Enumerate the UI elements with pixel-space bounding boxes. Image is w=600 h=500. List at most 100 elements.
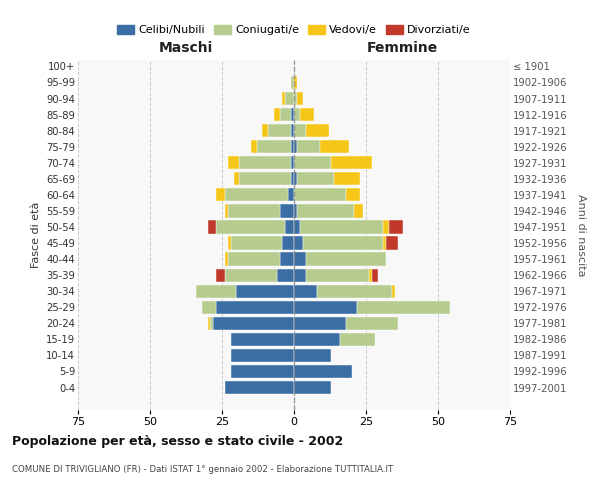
Bar	[230, 365, 294, 378]
Bar	[208, 316, 211, 330]
Text: Femmine: Femmine	[367, 41, 437, 55]
Bar	[216, 268, 225, 281]
Text: COMUNE DI TRIVIGLIANO (FR) - Dati ISTAT 1° gennaio 2002 - Elaborazione TUTTITALI: COMUNE DI TRIVIGLIANO (FR) - Dati ISTAT …	[12, 465, 393, 474]
Bar	[294, 220, 300, 234]
Bar	[216, 220, 286, 234]
Bar	[294, 76, 297, 89]
Bar	[294, 381, 331, 394]
Bar	[216, 300, 294, 314]
Bar	[291, 140, 294, 153]
Bar	[230, 236, 283, 250]
Bar	[294, 284, 317, 298]
Bar	[334, 172, 360, 186]
Bar	[302, 236, 383, 250]
Bar	[346, 316, 398, 330]
Bar	[294, 365, 352, 378]
Bar	[268, 124, 291, 137]
Bar	[228, 252, 280, 266]
Bar	[294, 156, 331, 170]
Bar	[208, 220, 216, 234]
Bar	[294, 252, 305, 266]
Bar	[239, 172, 291, 186]
Bar	[300, 108, 314, 121]
Bar	[297, 140, 320, 153]
Bar	[283, 92, 286, 105]
Legend: Celibi/Nubili, Coniugati/e, Vedovi/e, Divorziati/e: Celibi/Nubili, Coniugati/e, Vedovi/e, Di…	[113, 20, 475, 40]
Bar	[383, 236, 386, 250]
Bar	[294, 140, 297, 153]
Bar	[196, 284, 236, 298]
Bar	[286, 220, 294, 234]
Bar	[340, 333, 374, 346]
Bar	[262, 124, 268, 137]
Bar	[280, 204, 294, 218]
Bar	[294, 172, 297, 186]
Bar	[294, 300, 358, 314]
Bar	[288, 188, 294, 202]
Bar	[291, 172, 294, 186]
Bar	[228, 204, 280, 218]
Bar	[225, 268, 277, 281]
Bar	[392, 284, 395, 298]
Bar	[320, 140, 349, 153]
Bar	[355, 204, 363, 218]
Bar	[228, 156, 239, 170]
Bar	[274, 108, 280, 121]
Bar	[294, 124, 305, 137]
Bar	[331, 156, 372, 170]
Bar	[286, 92, 294, 105]
Bar	[294, 333, 340, 346]
Bar	[294, 349, 331, 362]
Bar	[305, 124, 329, 137]
Y-axis label: Fasce di età: Fasce di età	[31, 202, 41, 268]
Bar	[291, 124, 294, 137]
Bar	[372, 268, 377, 281]
Text: Popolazione per età, sesso e stato civile - 2002: Popolazione per età, sesso e stato civil…	[12, 435, 343, 448]
Bar	[358, 300, 449, 314]
Bar	[216, 188, 225, 202]
Bar	[297, 92, 302, 105]
Bar	[291, 76, 294, 89]
Bar	[317, 284, 392, 298]
Bar	[294, 268, 305, 281]
Bar	[202, 300, 216, 314]
Bar	[233, 172, 239, 186]
Bar	[280, 252, 294, 266]
Bar	[389, 220, 403, 234]
Bar	[251, 140, 257, 153]
Y-axis label: Anni di nascita: Anni di nascita	[576, 194, 586, 276]
Bar	[294, 92, 297, 105]
Bar	[280, 108, 291, 121]
Bar	[291, 156, 294, 170]
Bar	[277, 268, 294, 281]
Bar	[297, 204, 355, 218]
Bar	[225, 252, 228, 266]
Bar	[225, 381, 294, 394]
Bar	[283, 236, 294, 250]
Bar	[346, 188, 360, 202]
Bar	[300, 220, 383, 234]
Bar	[257, 140, 291, 153]
Bar	[225, 188, 288, 202]
Bar	[294, 316, 346, 330]
Bar	[383, 220, 389, 234]
Bar	[239, 156, 291, 170]
Bar	[294, 236, 302, 250]
Bar	[294, 204, 297, 218]
Bar	[211, 316, 214, 330]
Bar	[230, 349, 294, 362]
Bar	[225, 204, 228, 218]
Bar	[305, 252, 386, 266]
Bar	[230, 333, 294, 346]
Bar	[294, 188, 346, 202]
Bar	[369, 268, 372, 281]
Bar	[214, 316, 294, 330]
Bar	[294, 108, 300, 121]
Bar	[305, 268, 369, 281]
Text: Maschi: Maschi	[159, 41, 213, 55]
Bar	[291, 108, 294, 121]
Bar	[297, 172, 334, 186]
Bar	[386, 236, 398, 250]
Bar	[236, 284, 294, 298]
Bar	[228, 236, 230, 250]
